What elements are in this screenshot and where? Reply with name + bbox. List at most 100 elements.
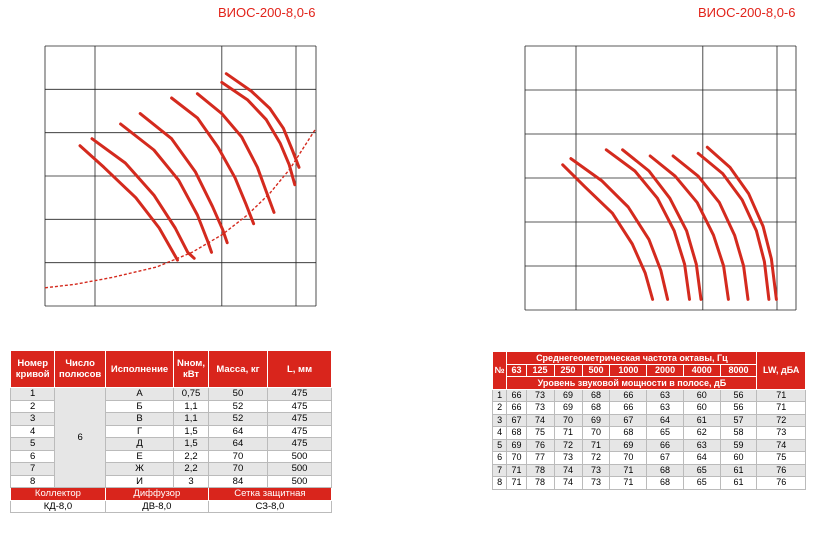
table-cell: 67 (609, 413, 648, 427)
table-cell: 1 (9, 387, 56, 401)
poles-cell: 6 (54, 387, 106, 488)
table-cell: 52 (207, 412, 269, 426)
col-header: Nном, кВт (173, 350, 209, 388)
table-cell: 71 (506, 476, 527, 490)
table-cell: 67 (506, 413, 527, 427)
curve-5 (170, 96, 256, 226)
table-cell: 74 (525, 413, 555, 427)
freq-header: 4000 (682, 363, 721, 377)
table-cell: 60 (682, 388, 721, 402)
right-chart-plot (524, 45, 797, 311)
table-cell: 71 (553, 426, 583, 440)
sub-header: Уровень звуковой мощности в полосе, дБ (506, 376, 758, 390)
table-cell: 63 (646, 388, 684, 402)
table-row: 3 67 74 70 69 67 64 61 57 72 (491, 413, 806, 427)
table-cell: 77 (525, 451, 555, 465)
table-cell: 66 (506, 388, 527, 402)
table-cell: 1,1 (173, 412, 209, 426)
table-cell: 72 (581, 451, 611, 465)
table-cell: 70 (207, 462, 269, 476)
curve-4 (621, 148, 703, 301)
header-row: № Среднегеометрическая частота октавы, Гц… (491, 351, 806, 390)
table-cell: 73 (756, 426, 806, 440)
table-row: 8 71 78 74 73 71 68 65 61 76 (491, 476, 806, 490)
curve-8 (705, 145, 778, 301)
table-cell: 71 (506, 463, 527, 477)
table-cell: 71 (756, 401, 806, 415)
table-row: 4 Г 1,5 64 475 (9, 424, 332, 438)
table-cell: 75 (756, 451, 806, 465)
table-cell: 56 (719, 388, 758, 402)
table-cell: 74 (553, 476, 583, 490)
table-cell: 69 (506, 438, 527, 452)
lw-header: LW, дБА (756, 351, 806, 390)
table-cell: ДВ-8,0 (104, 499, 209, 513)
table-cell: 64 (207, 437, 269, 451)
table-cell: 74 (553, 463, 583, 477)
curve-5 (648, 154, 730, 301)
table-cell: 63 (682, 438, 721, 452)
table-cell: 67 (646, 451, 684, 465)
table-cell: 58 (719, 426, 758, 440)
table-cell: 4 (9, 424, 56, 438)
table-cell: Ж (104, 462, 175, 476)
table-cell: 66 (609, 401, 648, 415)
table-cell: 8 (491, 476, 508, 490)
table-cell: Е (104, 449, 175, 463)
accessory-row: КД-8,0 ДВ-8,0 СЗ-8,0 (10, 499, 333, 513)
table-row: 5 69 76 72 71 69 66 63 59 74 (491, 438, 806, 452)
freq-header: 8000 (719, 363, 758, 377)
table-cell: 68 (609, 426, 648, 440)
table-cell: 69 (553, 401, 583, 415)
table-row: 5 Д 1,5 64 475 (9, 437, 332, 451)
table-cell: 1,5 (173, 437, 209, 451)
table-cell: 3 (9, 412, 56, 426)
table-cell: КД-8,0 (10, 499, 106, 513)
table-row: 6 70 77 73 72 70 67 64 60 75 (491, 451, 806, 465)
fan-spec-table: Номер кривой Число полюсов Исполнение Nн… (9, 350, 333, 513)
table-cell: 475 (267, 424, 332, 438)
col-header: L, мм (267, 350, 332, 388)
table-cell: И (104, 474, 175, 488)
table-cell: 2 (491, 401, 508, 415)
table-cell: 78 (525, 463, 555, 477)
table-cell: 61 (719, 463, 758, 477)
table-cell: 70 (207, 449, 269, 463)
curve-4 (138, 112, 229, 245)
table-cell: 73 (525, 388, 555, 402)
band-header: Среднегеометрическая частота октавы, Гц (506, 351, 758, 365)
curve-1 (78, 144, 179, 262)
table-cell: 60 (719, 451, 758, 465)
table-cell: 475 (267, 412, 332, 426)
table-cell: 69 (581, 413, 611, 427)
table-cell: 2,2 (173, 462, 209, 476)
table-cell: 68 (646, 476, 684, 490)
table-cell: 5 (491, 438, 508, 452)
table-cell: 500 (267, 474, 332, 488)
table-cell: 74 (756, 438, 806, 452)
table-cell: 71 (609, 476, 648, 490)
left-chart: ВИОС-200-8,0-6 (0, 0, 330, 335)
table-cell: СЗ-8,0 (207, 499, 333, 513)
table-cell: 70 (581, 426, 611, 440)
table-cell: 68 (506, 426, 527, 440)
freq-header: 250 (553, 363, 583, 377)
table-cell: 52 (207, 399, 269, 413)
table-cell: 72 (756, 413, 806, 427)
col-header: Число полюсов (54, 350, 106, 388)
table-cell: 78 (525, 476, 555, 490)
table-cell: 63 (646, 401, 684, 415)
table-cell: 64 (207, 424, 269, 438)
table-cell: 76 (525, 438, 555, 452)
curve-2 (569, 157, 670, 301)
curve-6 (671, 154, 750, 301)
table-cell: 84 (207, 474, 269, 488)
table-cell: 66 (506, 401, 527, 415)
table-cell: 69 (609, 438, 648, 452)
table-cell: 76 (756, 463, 806, 477)
table-cell: Диффузор (104, 487, 209, 501)
table-cell: 59 (719, 438, 758, 452)
col-header: Масса, кг (207, 350, 269, 388)
no-header: № (491, 351, 508, 390)
left-chart-plot (44, 45, 317, 307)
